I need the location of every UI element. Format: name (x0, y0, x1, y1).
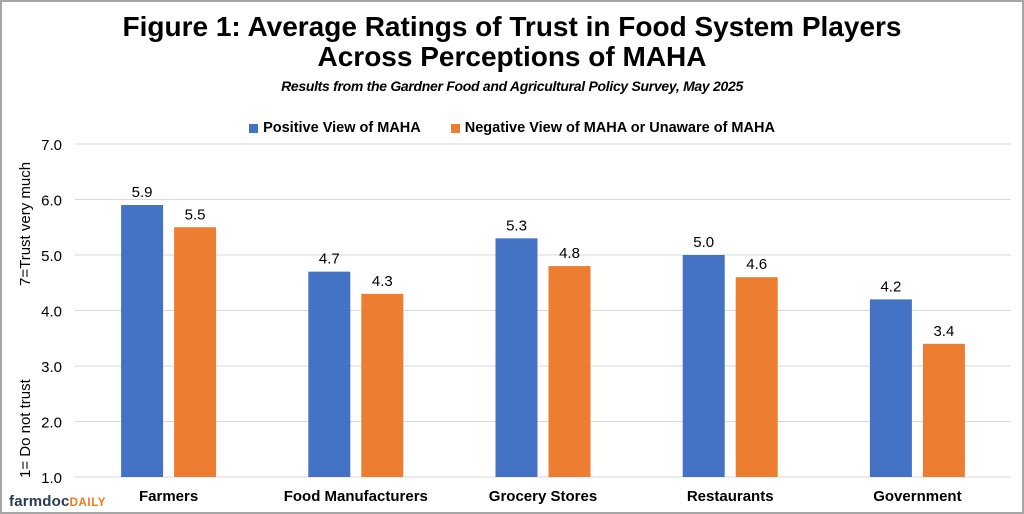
legend-label-negative: Negative View of MAHA or Unaware of MAHA (464, 120, 775, 136)
legend: Positive View of MAHA Negative View of M… (0, 120, 1024, 136)
y-tick-label: 6.0 (41, 193, 62, 210)
x-tick-label: Restaurants (687, 488, 774, 505)
x-tick-label: Government (873, 488, 961, 505)
y-tick-label: 1.0 (41, 470, 62, 487)
bar-positive-government (869, 299, 912, 477)
bars (121, 205, 965, 478)
x-tick-label: Grocery Stores (489, 488, 597, 505)
y-tick-label: 4.0 (41, 304, 62, 321)
y-tick-labels: 1.0 2.0 3.0 4.0 5.0 6.0 7.0 (41, 137, 62, 487)
logo-farmdoc: farmdoc (9, 493, 70, 510)
y-axis-label-bottom: 1= Do not trust (17, 378, 34, 478)
y-tick-label: 3.0 (41, 359, 62, 376)
logo-daily: DAILY (69, 497, 107, 509)
y-axis-label-top: 7=Trust very much (17, 162, 34, 286)
gridlines (75, 143, 1011, 478)
bar-positive-restaurants (682, 255, 725, 477)
bar-positive-grocery-stores (495, 238, 538, 477)
data-label: 5.5 (185, 206, 206, 223)
data-label: 5.3 (506, 217, 527, 234)
data-labels: 5.9 5.5 4.7 4.3 5.3 4.8 5.0 4.6 4.2 3.4 (132, 184, 955, 340)
data-label: 4.6 (746, 256, 767, 273)
y-tick-label: 7.0 (41, 137, 62, 154)
x-tick-labels: Farmers Food Manufacturers Grocery Stores R… (139, 488, 962, 505)
chart-title-line1: Figure 1: Average Ratings of Trust in Fo… (122, 11, 902, 42)
chart-subtitle: Results from the Gardner Food and Agricu… (281, 78, 743, 94)
y-tick-label: 5.0 (41, 248, 62, 265)
data-label: 3.4 (933, 323, 954, 340)
data-label: 4.2 (880, 278, 901, 295)
x-tick-label: Farmers (139, 488, 198, 505)
legend-item-positive: Positive View of MAHA (249, 120, 421, 136)
bar-negative-farmers (174, 227, 217, 477)
bar-positive-food-manufacturers (308, 271, 351, 477)
data-label: 5.0 (693, 234, 714, 251)
bar-negative-food-manufacturers (361, 293, 404, 477)
data-label: 4.7 (319, 251, 340, 268)
data-label: 4.8 (559, 245, 580, 262)
bar-negative-grocery-stores (548, 266, 591, 477)
legend-label-positive: Positive View of MAHA (263, 120, 421, 136)
legend-item-negative: Negative View of MAHA or Unaware of MAHA (450, 120, 775, 136)
x-tick-label: Food Manufacturers (284, 488, 428, 505)
data-label: 4.3 (372, 273, 393, 290)
bar-negative-restaurants (735, 277, 778, 477)
bar-negative-government (922, 343, 965, 477)
data-label: 5.9 (132, 184, 153, 201)
farmdoc-daily-logo: farmdocDAILY (9, 493, 106, 510)
bar-positive-farmers (121, 205, 164, 478)
y-tick-label: 2.0 (41, 415, 62, 432)
legend-swatch-positive (249, 123, 259, 133)
legend-swatch-negative (450, 123, 460, 133)
chart-title-line2: Across Perceptions of MAHA (317, 41, 707, 72)
